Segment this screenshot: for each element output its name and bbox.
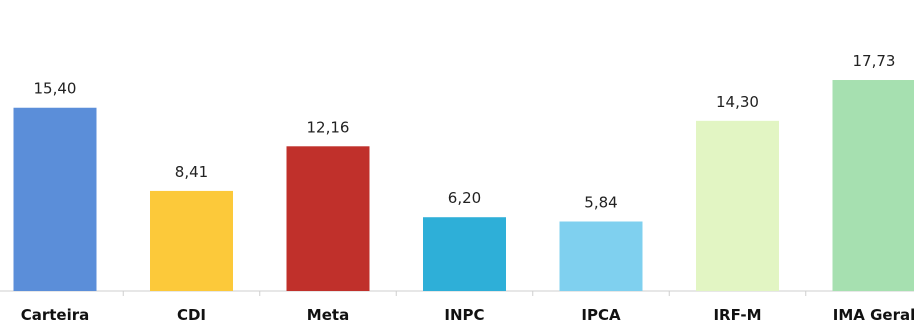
category-label: IMA Geral	[833, 306, 914, 324]
data-label: 15,40	[34, 80, 77, 98]
data-label: 12,16	[307, 118, 350, 136]
data-label: 17,73	[853, 52, 896, 70]
category-label: IPCA	[581, 306, 621, 324]
data-label: 14,30	[716, 93, 759, 111]
category-label: Meta	[307, 306, 349, 324]
bar-carteira	[13, 107, 97, 292]
data-label: 8,41	[175, 163, 208, 181]
category-label: INPC	[444, 306, 484, 324]
category-label: Carteira	[21, 306, 90, 324]
data-label: 5,84	[584, 194, 617, 212]
category-label: IRF-M	[713, 306, 761, 324]
bar-inpc	[423, 217, 506, 291]
data-label: 6,20	[448, 189, 481, 207]
bar-ipca	[559, 221, 643, 291]
bar-meta	[286, 146, 370, 291]
bar-irf-m	[696, 120, 779, 291]
category-label: CDI	[177, 306, 206, 324]
bar-cdi	[150, 190, 233, 291]
bar-ima-geral	[832, 80, 914, 291]
